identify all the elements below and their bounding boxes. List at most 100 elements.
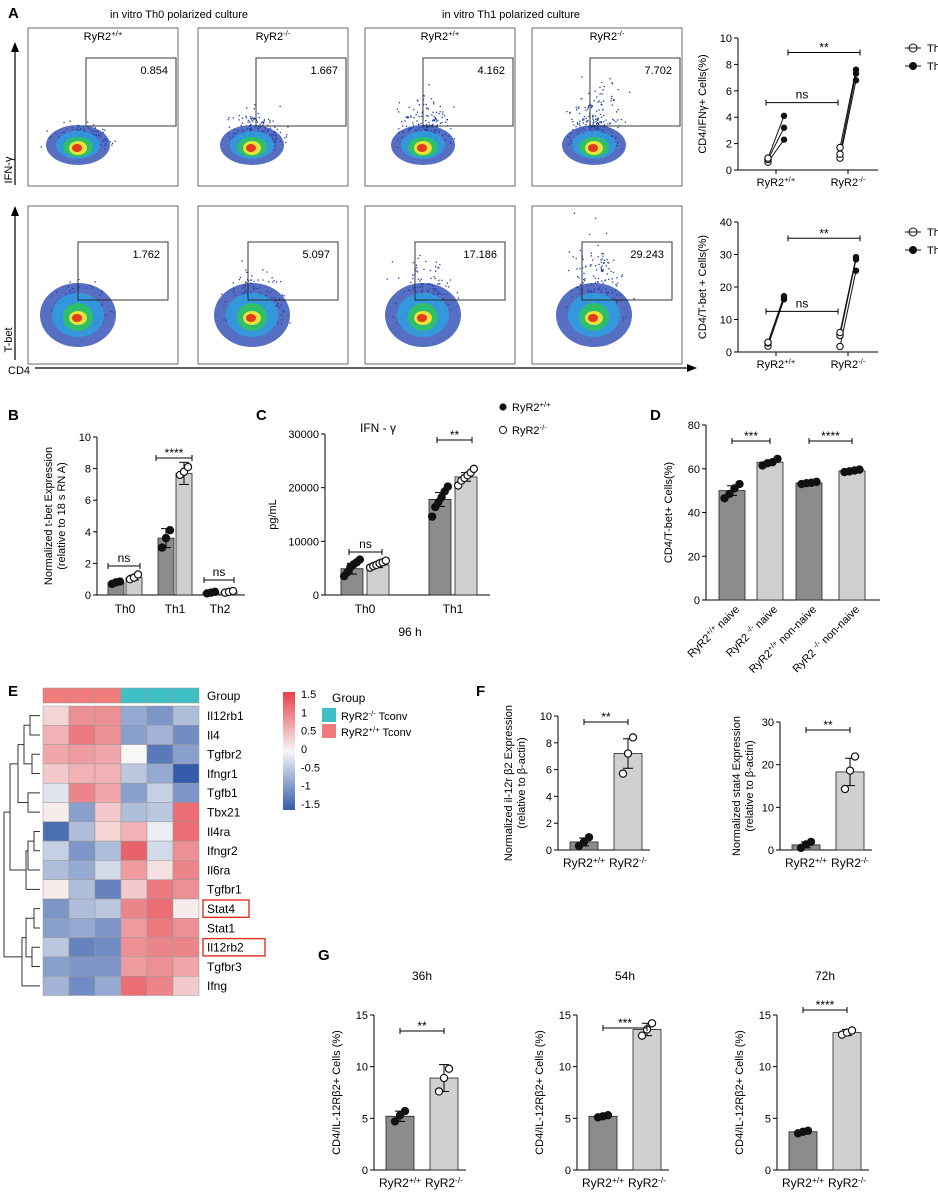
heatmap-cell — [146, 821, 174, 842]
flow-event — [621, 275, 623, 278]
chart-title: 54h — [615, 969, 635, 983]
flow-event — [257, 279, 259, 281]
flow-event — [410, 116, 412, 118]
y-tick-label: 5 — [765, 1113, 771, 1125]
flow-event — [435, 261, 437, 263]
significance-label: **** — [165, 446, 184, 460]
y-axis-label: CD4/T-bet+ Cells(%) — [663, 462, 675, 563]
heatmap-cell — [120, 763, 148, 784]
flow-event — [453, 106, 455, 108]
data-point — [773, 454, 782, 464]
flow-event — [603, 85, 605, 88]
heatmap-cell — [172, 802, 200, 823]
flow-event — [579, 268, 581, 270]
flow-event — [577, 107, 579, 109]
flow-event — [593, 100, 595, 102]
flow-event — [576, 109, 578, 111]
column-label: RyR2-/- — [256, 29, 291, 43]
data-point — [157, 543, 167, 552]
flow-event — [441, 279, 443, 281]
flow-event — [267, 124, 269, 127]
data-point — [400, 1106, 410, 1116]
flow-event — [434, 117, 437, 119]
flow-event — [621, 274, 624, 276]
data-point — [735, 479, 744, 489]
flow-event — [438, 279, 440, 281]
significance-label: **** — [816, 998, 835, 1012]
significance-label: **** — [821, 429, 840, 443]
heatmap-cell — [146, 898, 174, 919]
flow-event — [430, 98, 433, 100]
heatmap-cell — [42, 840, 70, 861]
flow-event — [575, 106, 577, 108]
data-point — [850, 752, 860, 761]
th0-point — [836, 328, 844, 337]
bar — [838, 470, 866, 601]
bar — [385, 1115, 415, 1171]
flow-event — [284, 137, 286, 139]
significance-label: ns — [213, 565, 226, 579]
flow-event — [241, 117, 244, 119]
heatmap-cell — [42, 705, 70, 726]
heatmap-cell — [42, 725, 70, 745]
chart-G_54h: 0 5 10 15 CD4/IL-12Rβ2+ Cells (%) RyR2+/+ RyR2… — [534, 969, 669, 1190]
flow-event — [425, 123, 428, 126]
heatmap-cell — [42, 763, 70, 784]
flow-event — [611, 278, 613, 280]
flow-event — [111, 142, 114, 144]
flow-event — [439, 105, 441, 107]
heatmap-cell — [68, 860, 96, 880]
heatmap-cell — [94, 956, 122, 977]
data-point — [381, 556, 391, 565]
flow-event — [592, 123, 594, 125]
gate-box — [247, 241, 339, 301]
data-point — [444, 1064, 454, 1073]
density-peak — [246, 144, 256, 152]
flow-event — [433, 276, 435, 278]
y-tick-label: 8 — [546, 738, 552, 750]
heatmap-cell — [94, 763, 122, 784]
flow-event — [419, 254, 421, 257]
flow-event — [273, 279, 275, 282]
flow-event — [576, 268, 578, 270]
paired-line — [767, 127, 785, 160]
flow-event — [261, 122, 263, 124]
y-tick-label: 6 — [85, 495, 91, 507]
flow-event — [598, 100, 601, 102]
significance-label: *** — [618, 1016, 632, 1030]
heatmap-cell — [120, 956, 148, 977]
data-point — [469, 464, 479, 474]
flow-event — [418, 115, 420, 118]
flow-event — [430, 277, 432, 280]
flow-event — [431, 114, 433, 116]
group-legend-swatch — [322, 708, 336, 722]
data-point — [845, 766, 855, 775]
flow-event — [401, 125, 404, 127]
flow-event — [247, 280, 250, 282]
flow-event — [598, 263, 600, 266]
flow-event — [423, 103, 425, 106]
heatmap-cell — [68, 898, 96, 919]
flow-event — [601, 280, 603, 282]
y-tick-label: 8 — [85, 464, 91, 476]
y-axis-label: (relative to β-actin) — [516, 737, 528, 828]
flow-event — [576, 123, 579, 125]
flow-event — [254, 117, 256, 120]
heatmap-cell — [146, 975, 174, 996]
flow-event — [242, 122, 244, 124]
flow-event — [433, 120, 435, 122]
flow-event — [251, 275, 253, 277]
flow-event — [262, 122, 265, 124]
flow-event — [46, 130, 48, 132]
y-axis-label: pg/mL — [267, 499, 279, 530]
th1-point — [852, 253, 860, 261]
heatmap-cell — [94, 937, 122, 958]
x-tick-label: RyR2-/- — [425, 1175, 463, 1190]
flow-event — [603, 262, 605, 264]
header-th0: in vitro Th0 polarized culture — [110, 9, 248, 21]
flow-plot: 4.162 — [364, 27, 516, 187]
flow-event — [432, 120, 434, 122]
flow-event — [40, 146, 42, 148]
group-legend-label: RyR2-/- Tconv — [341, 709, 408, 723]
